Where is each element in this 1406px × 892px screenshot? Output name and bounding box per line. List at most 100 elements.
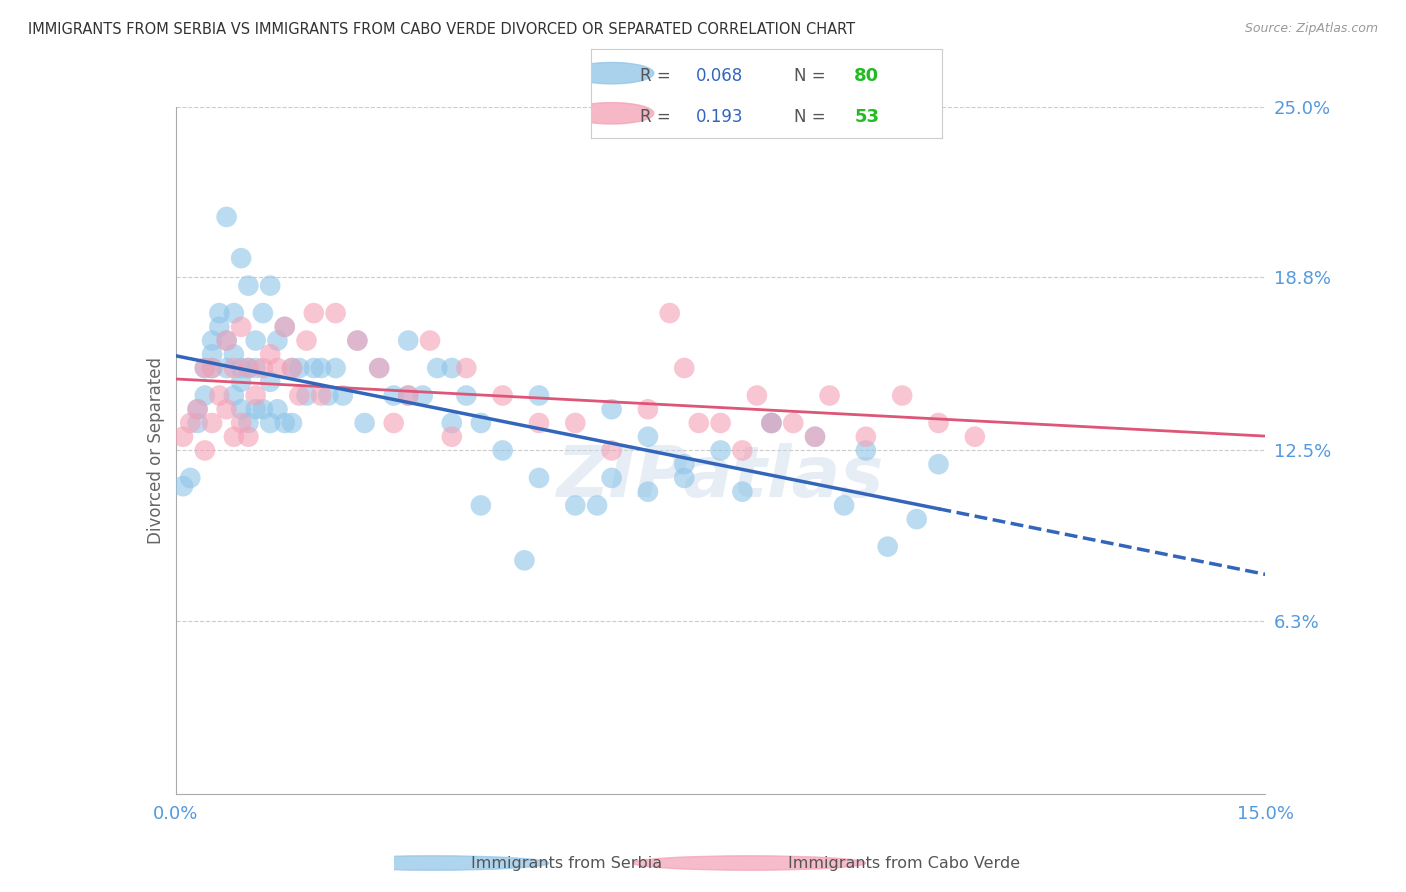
Point xyxy=(281,361,304,376)
Point xyxy=(238,278,260,293)
Point xyxy=(295,334,318,348)
Point xyxy=(201,334,224,348)
Point xyxy=(346,334,368,348)
Point xyxy=(382,416,405,430)
Point xyxy=(332,388,354,402)
Point xyxy=(222,347,245,361)
Point xyxy=(208,306,231,320)
Point xyxy=(673,361,696,376)
Point xyxy=(215,334,238,348)
Point xyxy=(252,306,274,320)
Point xyxy=(201,347,224,361)
Point xyxy=(274,319,297,334)
Point xyxy=(281,361,304,376)
Point xyxy=(231,402,253,417)
Y-axis label: Divorced or Separated: Divorced or Separated xyxy=(146,357,165,544)
Point xyxy=(238,430,260,444)
Point xyxy=(222,306,245,320)
Point xyxy=(586,499,609,513)
Point xyxy=(259,278,281,293)
Point xyxy=(396,334,419,348)
Point xyxy=(194,361,217,376)
Point xyxy=(600,471,623,485)
Point xyxy=(761,416,783,430)
Text: 80: 80 xyxy=(853,67,879,85)
Point xyxy=(302,306,325,320)
Point xyxy=(252,402,274,417)
Point xyxy=(186,402,209,417)
Point xyxy=(259,416,281,430)
Point xyxy=(412,388,434,402)
Point xyxy=(440,430,463,444)
Text: Immigrants from Serbia: Immigrants from Serbia xyxy=(471,855,662,871)
Point xyxy=(527,416,550,430)
Point xyxy=(382,388,405,402)
Point xyxy=(782,416,804,430)
Circle shape xyxy=(569,103,654,124)
Point xyxy=(238,361,260,376)
Point xyxy=(288,361,311,376)
Text: 0.193: 0.193 xyxy=(696,108,744,126)
Point xyxy=(215,402,238,417)
Text: Source: ZipAtlas.com: Source: ZipAtlas.com xyxy=(1244,22,1378,36)
Point xyxy=(215,361,238,376)
Point xyxy=(731,443,754,458)
Point xyxy=(201,416,224,430)
Point xyxy=(818,388,841,402)
Point xyxy=(492,443,515,458)
Point xyxy=(259,375,281,389)
Point xyxy=(194,443,217,458)
Point xyxy=(761,416,783,430)
Point xyxy=(281,416,304,430)
Point xyxy=(456,388,478,402)
Point xyxy=(245,402,267,417)
Circle shape xyxy=(633,855,866,871)
Point xyxy=(266,361,288,376)
Point xyxy=(745,388,768,402)
Text: 53: 53 xyxy=(853,108,879,126)
Point xyxy=(215,210,238,224)
Point xyxy=(368,361,391,376)
Point xyxy=(419,334,441,348)
Point xyxy=(891,388,914,402)
Point xyxy=(673,457,696,471)
Point xyxy=(186,416,209,430)
Point xyxy=(252,361,274,376)
Point xyxy=(564,416,586,430)
Point xyxy=(259,347,281,361)
Circle shape xyxy=(569,62,654,84)
Point xyxy=(238,361,260,376)
Point xyxy=(194,388,217,402)
Point xyxy=(179,471,201,485)
Point xyxy=(963,430,986,444)
Point xyxy=(172,479,194,493)
Point xyxy=(318,388,340,402)
Point xyxy=(905,512,928,526)
Point xyxy=(194,361,217,376)
Point xyxy=(245,388,267,402)
Point xyxy=(492,388,515,402)
Circle shape xyxy=(316,855,548,871)
Point xyxy=(302,361,325,376)
Text: IMMIGRANTS FROM SERBIA VS IMMIGRANTS FROM CABO VERDE DIVORCED OR SEPARATED CORRE: IMMIGRANTS FROM SERBIA VS IMMIGRANTS FRO… xyxy=(28,22,855,37)
Point xyxy=(673,471,696,485)
Point xyxy=(527,388,550,402)
Point xyxy=(215,334,238,348)
Point xyxy=(222,430,245,444)
Point xyxy=(208,388,231,402)
Point xyxy=(804,430,827,444)
Point xyxy=(309,361,332,376)
Point xyxy=(231,375,253,389)
Point xyxy=(346,334,368,348)
Point xyxy=(761,416,783,430)
Point xyxy=(855,443,877,458)
Point xyxy=(179,416,201,430)
Point xyxy=(245,334,267,348)
Point xyxy=(658,306,681,320)
Point xyxy=(274,319,297,334)
Point xyxy=(231,319,253,334)
Point xyxy=(222,388,245,402)
Text: Immigrants from Cabo Verde: Immigrants from Cabo Verde xyxy=(789,855,1021,871)
Text: 0.068: 0.068 xyxy=(696,67,744,85)
Point xyxy=(600,402,623,417)
